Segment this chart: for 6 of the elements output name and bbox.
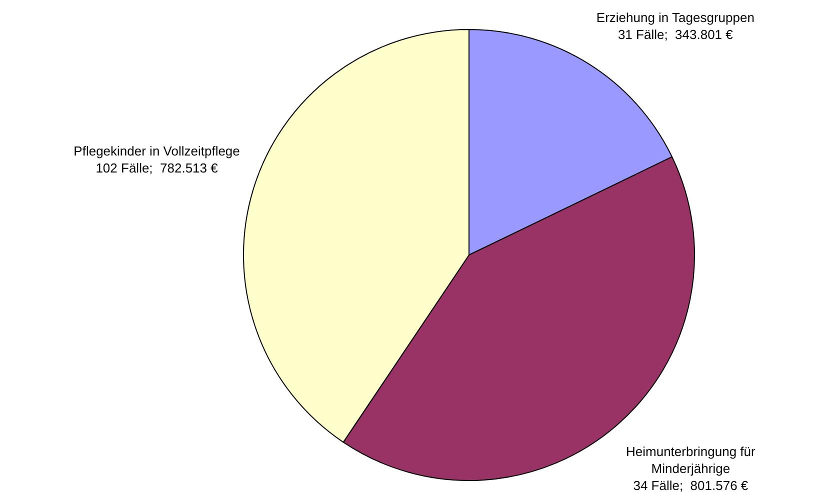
- data-label: 102 Fälle; 782.513 €: [96, 160, 219, 176]
- slice-label: Pflegekinder in Vollzeitpflege: [74, 143, 240, 158]
- slice-label: Heimunterbringung für Minderjährige: [626, 444, 756, 476]
- data-label: 31 Fälle; 343.801 €: [618, 27, 734, 42]
- slice-label: Erziehung in Tagesgruppen: [596, 10, 754, 26]
- data-label: 34 Fälle; 801.576 €: [633, 478, 749, 493]
